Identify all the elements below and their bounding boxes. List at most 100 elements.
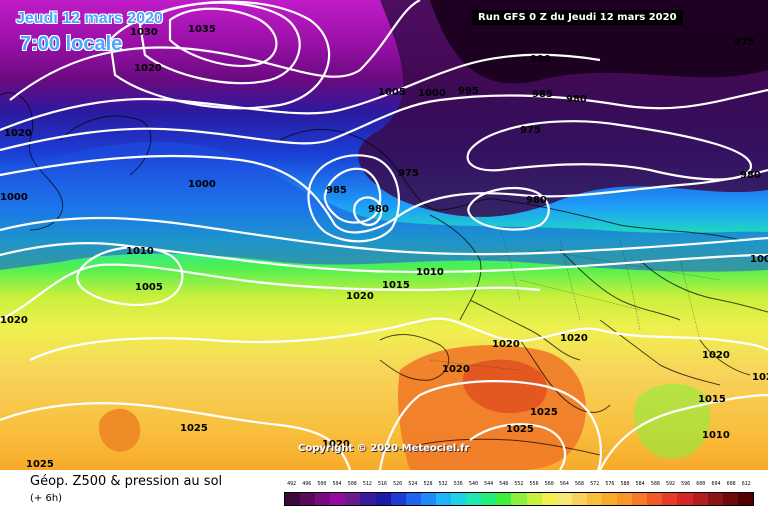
isobar-label: 980 [526, 195, 547, 206]
isobar-label: 985 [326, 185, 347, 196]
legend-label: 536 [453, 481, 463, 487]
legend-label: 592 [665, 481, 675, 487]
legend-label: 552 [514, 481, 524, 487]
isobar-label: 1015 [382, 280, 410, 291]
isobar-label: 1010 [126, 246, 154, 257]
legend-swatch [345, 493, 361, 505]
legend-label: 524 [408, 481, 418, 487]
green-patch-east [633, 383, 711, 459]
color-legend: 492 496 500 504 508 512 516 520 524 528 532 536 540 5… [284, 478, 754, 508]
legend-label: 512 [362, 481, 372, 487]
legend-label: 548 [499, 481, 509, 487]
legend-label: 500 [317, 481, 327, 487]
blue-trough-lobe [0, 141, 768, 272]
isobar-label: 1015 [698, 394, 726, 405]
legend-label: 560 [544, 481, 554, 487]
legend-swatch [496, 493, 512, 505]
legend-label: 588 [650, 481, 660, 487]
isobar-label: 1020 [442, 364, 470, 375]
legend-swatch [390, 493, 406, 505]
run-info: Run GFS 0 Z du Jeudi 12 mars 2020 [472, 10, 683, 25]
legend-swatch [511, 493, 527, 505]
legend-swatch [360, 493, 376, 505]
isobar-label: 1025 [752, 372, 768, 383]
isobar-label: 1030 [130, 27, 158, 38]
legend-label: 564 [559, 481, 569, 487]
isobar-label: 975 [734, 37, 755, 48]
isobar-label: 1000 [750, 254, 768, 265]
isobar-label: 1010 [702, 430, 730, 441]
isobar-label: 985 [532, 89, 553, 100]
isobar-label: 975 [520, 125, 541, 136]
legend-swatch [526, 493, 542, 505]
legend-swatch [556, 493, 572, 505]
legend-swatch [677, 493, 693, 505]
legend-label: 568 [575, 481, 585, 487]
footer-bar: Géop. Z500 & pression au sol (+ 6h) 492 4… [0, 470, 768, 512]
isobar-label: 975 [398, 168, 419, 179]
legend-swatch [481, 493, 497, 505]
time-title: 7:00 locale [20, 33, 123, 55]
isobar-label: 1020 [492, 339, 520, 350]
legend-label: 556 [529, 481, 539, 487]
isobar-label: 1020 [702, 350, 730, 361]
chart-caption: Géop. Z500 & pression au sol [30, 474, 223, 489]
legend-swatch [300, 493, 316, 505]
isobar-label: 1020 [346, 291, 374, 302]
isobar-label: 990 [530, 54, 551, 65]
legend-label: 608 [726, 481, 736, 487]
legend-label: 516 [378, 481, 388, 487]
legend-label: 600 [696, 481, 706, 487]
isobar-labels: 1035 1030 1020 1020 1005 1000 995 990 98… [0, 24, 768, 470]
legend-label: 540 [468, 481, 478, 487]
isobar-label: 1005 [378, 87, 406, 98]
legend-swatch [435, 493, 452, 505]
legend-label: 596 [681, 481, 691, 487]
isobar-label: 980 [368, 204, 389, 215]
legend-label: 544 [484, 481, 494, 487]
forecast-offset: (+ 6h) [30, 493, 63, 504]
legend-swatch [586, 493, 602, 505]
isobar-label: 1025 [180, 423, 208, 434]
isobar-label: 1000 [188, 179, 216, 190]
isobar-label: 1000 [0, 192, 28, 203]
legend-swatch [647, 493, 663, 505]
legend-label: 532 [438, 481, 448, 487]
legend-swatch [405, 493, 421, 505]
legend-label: 520 [393, 481, 403, 487]
legend-swatch [692, 493, 708, 505]
date-title: Jeudi 12 mars 2020 [16, 10, 163, 27]
orange-ridge-core [462, 359, 547, 414]
legend-swatch [375, 493, 391, 505]
legend-label: 572 [590, 481, 600, 487]
legend-label: 504 [332, 481, 342, 487]
legend-swatch [466, 493, 482, 505]
legend-swatch [632, 493, 648, 505]
isobar-label: 1025 [26, 459, 54, 470]
legend-swatch [737, 493, 753, 505]
legend-swatch [315, 493, 331, 505]
isobar-label: 980 [566, 94, 587, 105]
legend-swatch [420, 493, 436, 505]
legend-swatch [662, 493, 678, 505]
isobar-label: 1025 [530, 407, 558, 418]
legend-swatch [451, 493, 467, 505]
legend-label: 584 [635, 481, 645, 487]
legend-label: 612 [741, 481, 751, 487]
isobar-label: 1020 [0, 315, 28, 326]
isobar-label: 980 [740, 170, 761, 181]
isobars [0, 0, 768, 470]
legend-labels: 492 496 500 504 508 512 516 520 524 528 532 536 540 5… [284, 478, 754, 490]
legend-label: 580 [620, 481, 630, 487]
legend-label: 496 [302, 481, 312, 487]
weather-map: 1035 1030 1020 1020 1005 1000 995 990 98… [0, 0, 768, 470]
legend-swatch [601, 493, 618, 505]
isobar-label: 1020 [322, 439, 350, 450]
isobar-label: 1020 [4, 128, 32, 139]
isobar-label: 1020 [134, 63, 162, 74]
legend-swatch [617, 493, 633, 505]
copyright-notice: Copyright © 2020 Meteociel.fr [298, 443, 470, 454]
legend-swatch [722, 493, 738, 505]
legend-swatch [707, 493, 723, 505]
legend-label: 604 [711, 481, 721, 487]
